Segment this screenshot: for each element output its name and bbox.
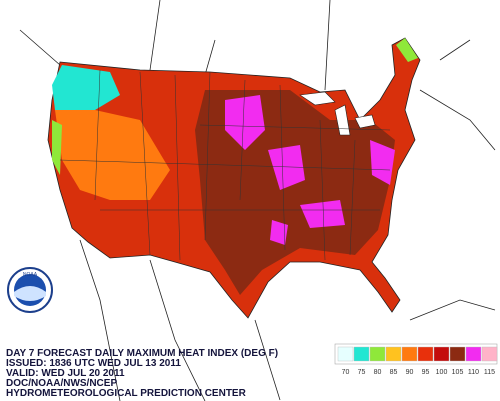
legend-label: 100 — [436, 369, 448, 376]
legend-swatch — [433, 346, 450, 362]
legend-swatch — [465, 346, 482, 362]
legend-label: 95 — [422, 369, 430, 376]
legend-swatch — [417, 346, 434, 362]
mild-northwest — [55, 110, 170, 200]
legend: 70 75 80 85 90 95 100 105 110 115 — [334, 343, 498, 376]
mild-west-coast — [52, 120, 62, 175]
caption-line: DOC/NOAA/NWS/NCEP — [6, 378, 117, 389]
boundaries — [19, 0, 496, 401]
caption-line: DAY 7 FORECAST DAILY MAXIMUM HEAT INDEX … — [6, 348, 278, 359]
legend-label: 90 — [406, 369, 414, 376]
legend-swatch — [385, 346, 402, 362]
legend-label: 115 — [484, 369, 495, 376]
legend-swatch — [481, 346, 498, 362]
legend-swatch — [353, 346, 370, 362]
legend-label: 85 — [390, 369, 398, 376]
legend-label: 80 — [374, 369, 382, 376]
caption: DAY 7 FORECAST DAILY MAXIMUM HEAT INDEX … — [6, 348, 278, 399]
noaa-logo: NOAA — [7, 267, 53, 313]
legend-label: 75 — [358, 369, 366, 376]
lake-region — [299, 91, 376, 136]
state-borders — [59, 69, 391, 261]
caption-line: VALID: WED JUL 20 2011 — [6, 368, 125, 379]
caption-line: ISSUED: 1836 UTC WED JUL 13 2011 — [6, 358, 181, 369]
legend-label: 105 — [452, 369, 464, 376]
caption-line: HYDROMETEOROLOGICAL PREDICTION CENTER — [6, 388, 247, 399]
legend-swatch — [449, 346, 466, 362]
legend-label: 110 — [468, 369, 479, 376]
mild-new-england — [396, 38, 418, 62]
extreme-heat-areas — [225, 95, 395, 245]
legend-swatch — [401, 346, 418, 362]
legend-swatch — [369, 346, 386, 362]
legend-label: 70 — [342, 369, 350, 376]
legend-swatch — [337, 346, 354, 362]
logo-text: NOAA — [23, 272, 38, 278]
